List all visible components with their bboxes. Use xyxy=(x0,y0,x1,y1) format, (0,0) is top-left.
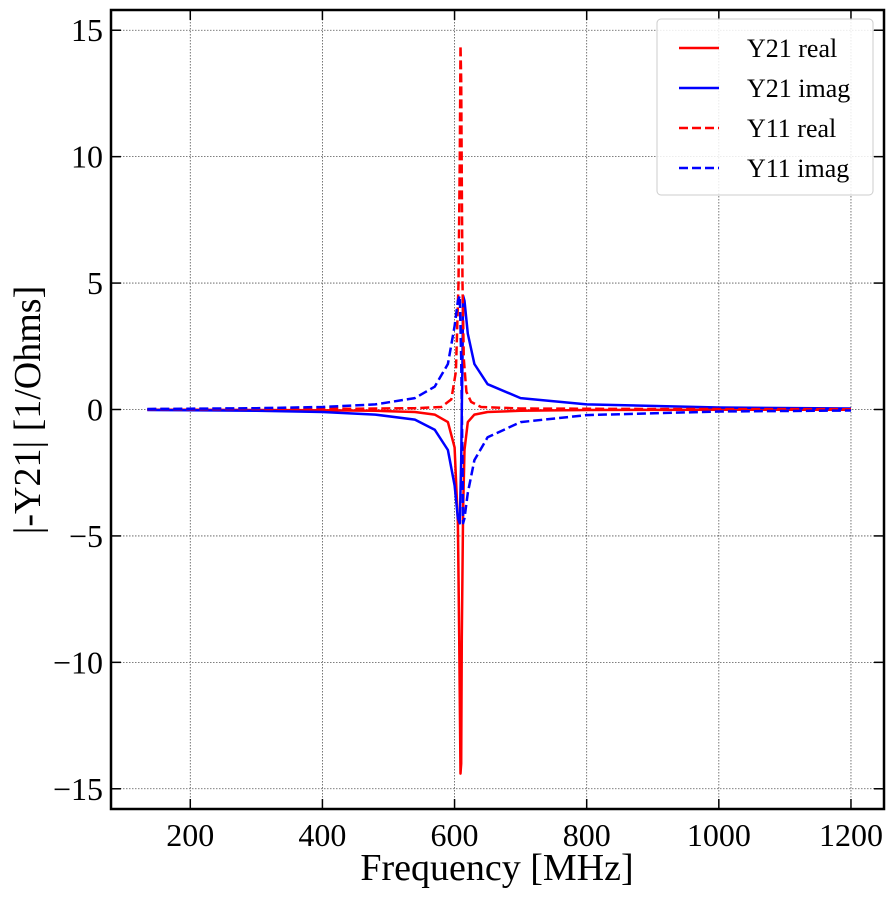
plot-lines xyxy=(147,44,852,775)
x-tick-label: 400 xyxy=(298,817,346,853)
axis-ticks xyxy=(111,10,884,809)
series-line xyxy=(147,294,852,525)
x-tick-label: 800 xyxy=(563,817,611,853)
legend-label: Y21 real xyxy=(747,34,837,63)
y-tick-label: 15 xyxy=(71,12,103,48)
series-line xyxy=(147,294,852,525)
legend-label: Y11 imag xyxy=(747,154,849,183)
legend: Y21 real Y21 imag Y11 real Y11 imag xyxy=(656,18,874,196)
x-axis-label: Frequency [MHz] xyxy=(360,847,633,889)
legend-label: Y21 imag xyxy=(747,74,850,103)
x-tick-label: 1000 xyxy=(687,817,751,853)
legend-label: Y11 real xyxy=(747,114,836,143)
y-tick-label: 5 xyxy=(87,265,103,301)
x-tick-label: 200 xyxy=(166,817,214,853)
y-tick-label: −15 xyxy=(53,771,103,807)
legend-box xyxy=(656,18,874,196)
y-tick-label: −5 xyxy=(69,518,103,554)
y-tick-label: 10 xyxy=(71,139,103,175)
x-tick-label: 600 xyxy=(431,817,479,853)
series-line xyxy=(147,408,851,775)
y-tick-label: −10 xyxy=(53,644,103,680)
tick-labels: 200 400 600 800 1000 1200 15 10 5 0 −5 −10 −15 xyxy=(53,12,883,853)
y-tick-label: 0 xyxy=(87,392,103,428)
y-axis-label: |-Y21| [1/Ohms] xyxy=(7,286,49,534)
x-tick-label: 1200 xyxy=(819,817,883,853)
series-line xyxy=(147,44,852,411)
